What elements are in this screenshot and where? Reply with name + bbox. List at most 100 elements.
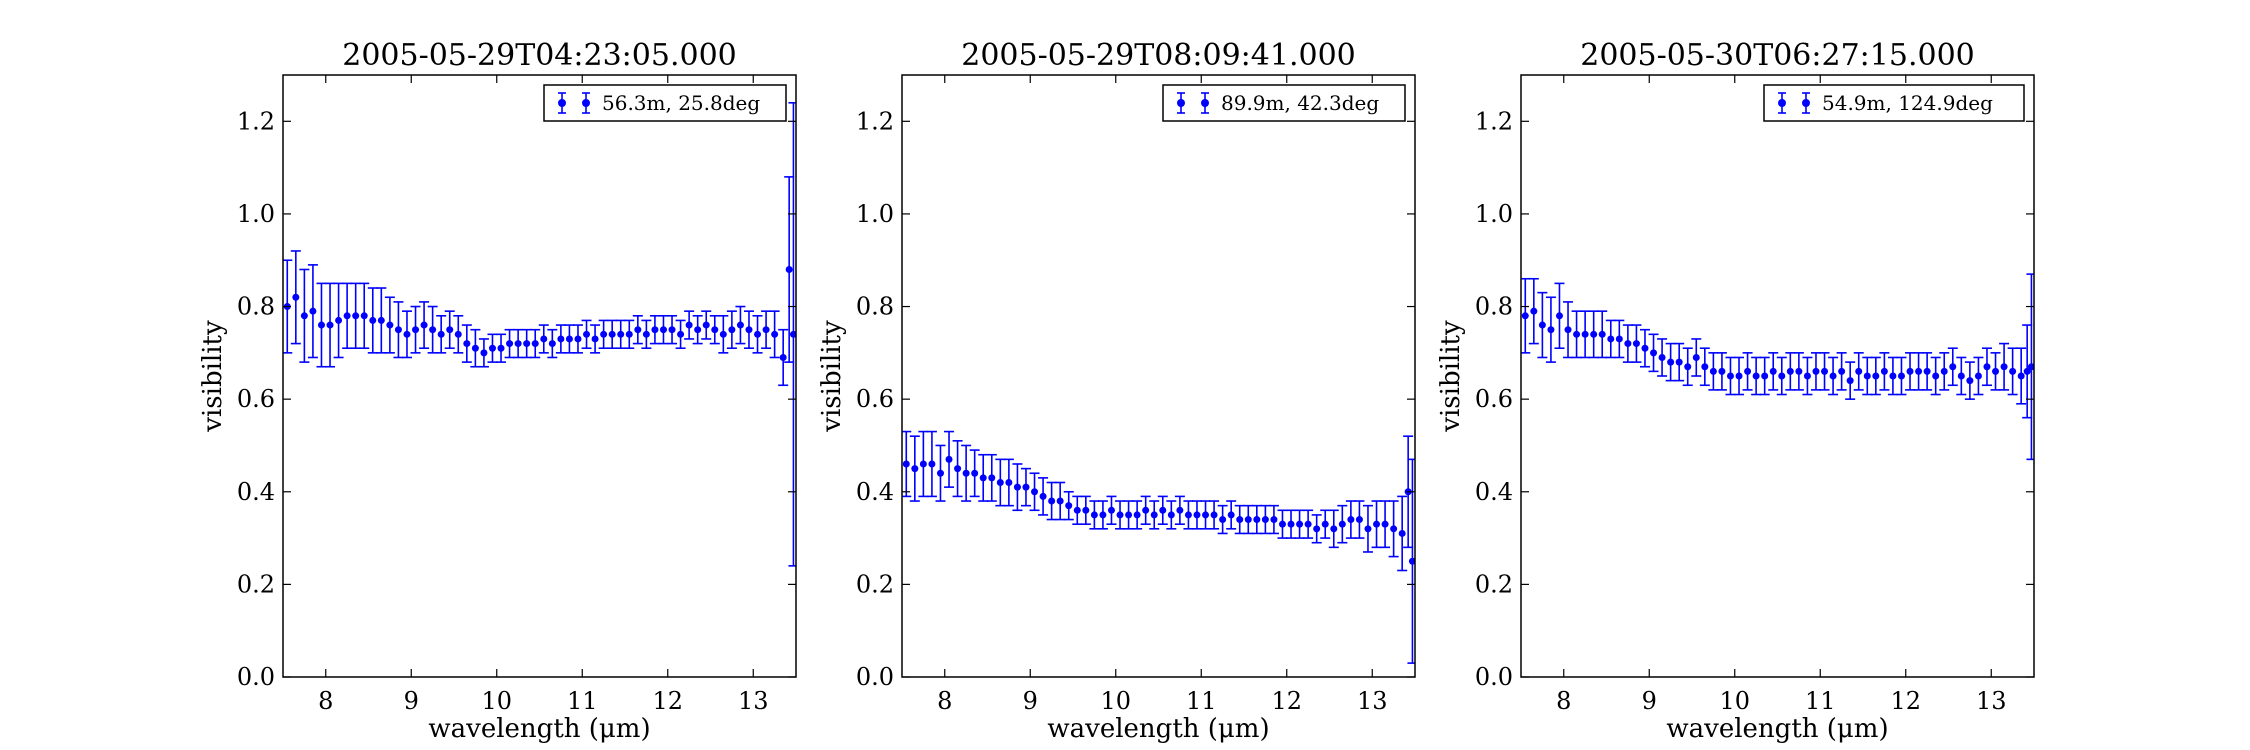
y-tick-label: 0.0 (1475, 663, 1513, 691)
data-point (514, 340, 522, 348)
data-point (1270, 516, 1278, 524)
x-tick-label: 9 (404, 687, 419, 715)
data-point (1812, 367, 1820, 375)
data-point (420, 321, 428, 329)
data-point (1107, 506, 1115, 514)
data-point (677, 330, 685, 338)
data-point (1803, 372, 1811, 380)
data-point (1065, 502, 1073, 510)
data-point (1031, 488, 1039, 496)
data-point (1330, 525, 1338, 533)
data-point (1287, 520, 1295, 528)
data-point (548, 340, 556, 348)
data-point (1193, 511, 1201, 519)
data-point (754, 330, 762, 338)
x-tick-label: 12 (1271, 687, 1302, 715)
data-point (1615, 335, 1623, 343)
data-point (1125, 511, 1133, 519)
x-tick-label: 13 (1976, 687, 2007, 715)
data-point (1846, 377, 1854, 385)
data-point (1048, 497, 1056, 505)
data-point (1915, 367, 1923, 375)
legend-label: 89.9m, 42.3deg (1221, 91, 1379, 115)
data-point (557, 335, 565, 343)
x-tick-label: 13 (738, 687, 769, 715)
data-point (1150, 511, 1158, 519)
data-point (1692, 353, 1700, 361)
y-tick-label: 0.8 (856, 293, 894, 321)
axes-frame (1520, 74, 2035, 678)
legend: 89.9m, 42.3deg (1162, 84, 1406, 122)
data-point (1889, 372, 1897, 380)
data-point (685, 321, 693, 329)
chart-panel-1: 2005-05-29T04:23:05.000 8 9 10 11 12 13 0.0 0.2 0… (198, 38, 797, 744)
x-tick-label: 10 (1100, 687, 1131, 715)
data-point (309, 307, 317, 315)
y-tick-label: 0.4 (237, 478, 275, 506)
x-axis-label: wavelength (μm) (1666, 714, 1888, 744)
legend-marker (1201, 99, 1209, 107)
data-point (523, 340, 531, 348)
data-point (1684, 363, 1692, 371)
data-point (659, 326, 667, 334)
data-point (1940, 367, 1948, 375)
y-tick-label: 0.6 (237, 385, 275, 413)
y-tick-label: 1.0 (1475, 200, 1513, 228)
data-point (1769, 367, 1777, 375)
legend: 54.9m, 124.9deg (1763, 84, 2025, 122)
data-point (1521, 312, 1529, 320)
data-point (668, 326, 676, 334)
axes-frame (282, 74, 797, 678)
x-axis-label: wavelength (μm) (1047, 714, 1269, 744)
x-tick-label: 10 (1719, 687, 1750, 715)
data-point (531, 340, 539, 348)
data-point (352, 312, 360, 320)
data-point (702, 321, 710, 329)
y-axis-label: visibility (817, 320, 847, 433)
legend-label: 54.9m, 124.9deg (1822, 91, 1993, 115)
y-axis-label: visibility (198, 320, 228, 433)
data-point (1906, 367, 1914, 375)
data-point (369, 316, 377, 324)
data-point (1355, 516, 1363, 524)
x-tick-label: 13 (1357, 687, 1388, 715)
y-tick-label: 1.0 (237, 200, 275, 228)
data-point (625, 330, 633, 338)
data-point (377, 316, 385, 324)
x-tick-label: 11 (1805, 687, 1836, 715)
data-point (497, 344, 505, 352)
data-point (1838, 367, 1846, 375)
series-3 (1521, 273, 2034, 461)
y-tick-label: 0.2 (1475, 570, 1513, 598)
data-point (1116, 511, 1124, 519)
data-point (1778, 372, 1786, 380)
data-point (1598, 330, 1606, 338)
data-point (343, 312, 351, 320)
data-point (1167, 511, 1175, 519)
data-point (936, 469, 944, 477)
legend-marker (1802, 99, 1810, 107)
data-point (394, 326, 402, 334)
data-point (1872, 372, 1880, 380)
y-tick-label: 0.8 (237, 293, 275, 321)
data-point (1090, 511, 1098, 519)
data-point (1347, 516, 1355, 524)
data-point (1056, 497, 1064, 505)
data-point (1555, 312, 1563, 320)
data-point (1880, 367, 1888, 375)
data-point (1244, 516, 1252, 524)
data-point (1855, 367, 1863, 375)
data-point (1607, 335, 1615, 343)
legend-label: 56.3m, 25.8deg (602, 91, 760, 115)
data-point (1641, 344, 1649, 352)
data-point (1159, 506, 1167, 514)
data-point (1202, 511, 1210, 519)
legend: 56.3m, 25.8deg (543, 84, 787, 122)
data-point (335, 316, 343, 324)
data-point (1726, 372, 1734, 380)
x-tick-label: 8 (1556, 687, 1571, 715)
data-point (1381, 520, 1389, 528)
series-1 (283, 101, 796, 567)
data-point (1022, 483, 1030, 491)
data-point (488, 344, 496, 352)
